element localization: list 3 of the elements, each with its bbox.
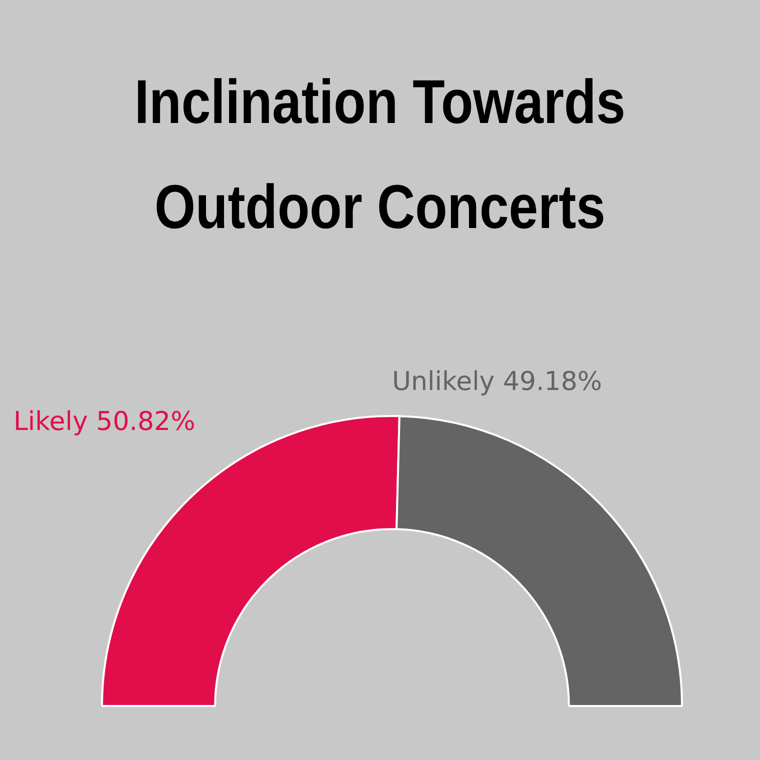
chart-title: Inclination Towards Outdoor Concerts — [134, 67, 626, 244]
slice-label: Likely 50.82% — [13, 407, 196, 438]
slice-label: Unlikely 49.18% — [392, 366, 602, 397]
